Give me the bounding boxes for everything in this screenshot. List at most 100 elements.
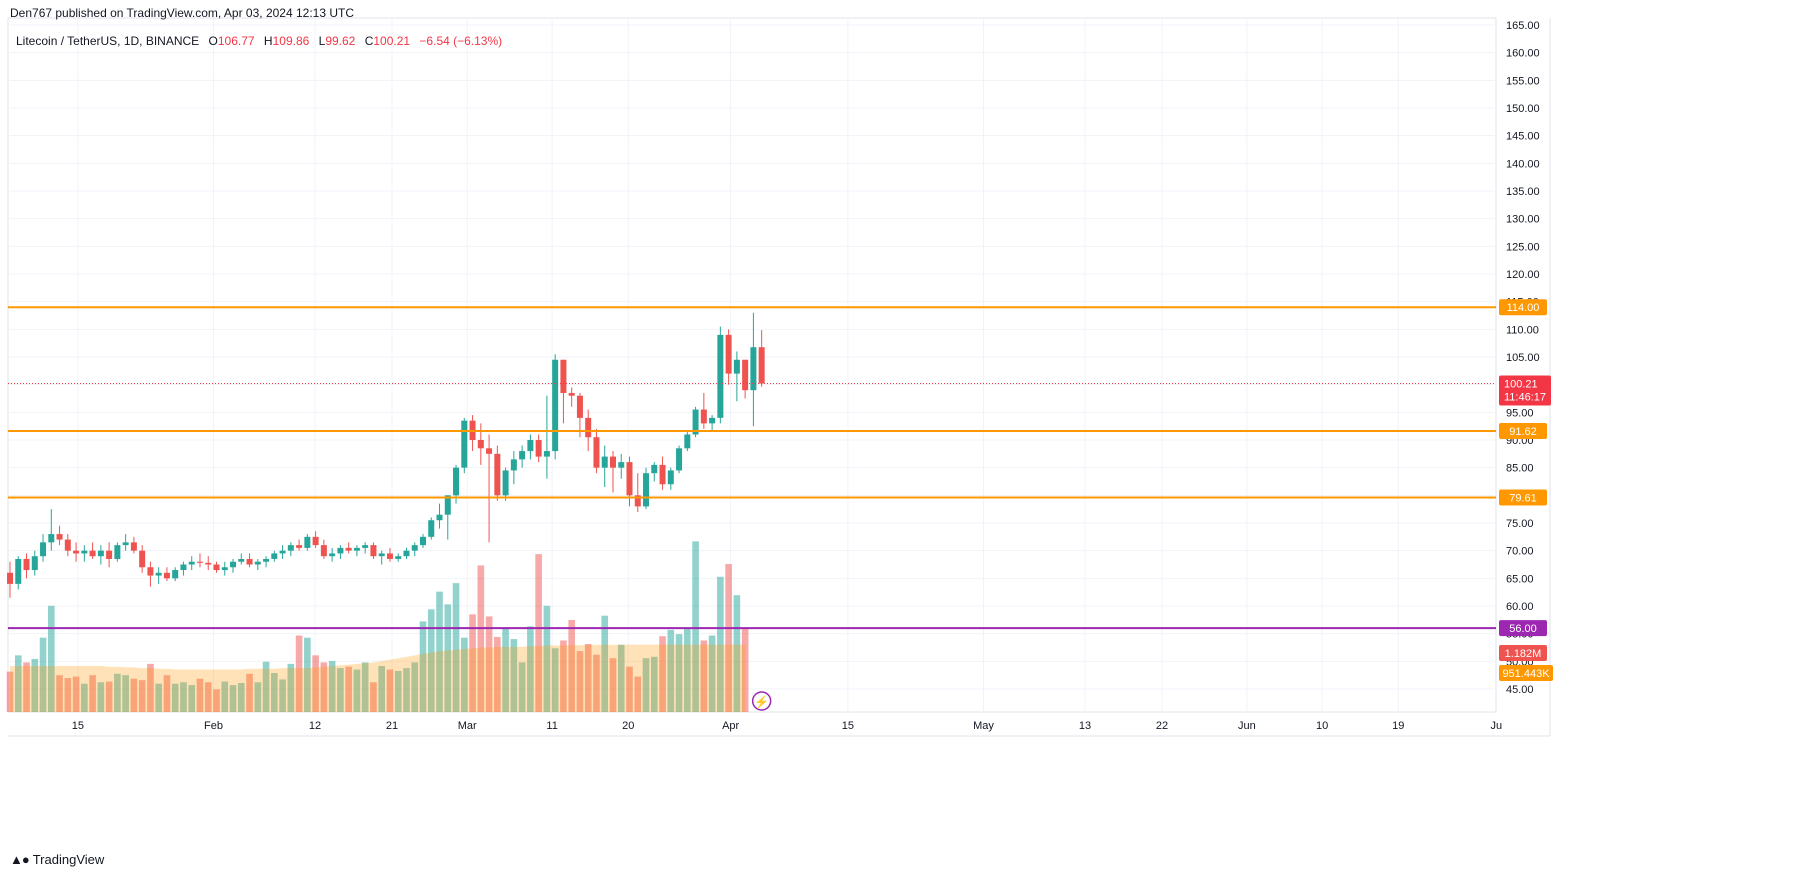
volume-bar [254,682,262,712]
volume-bar [477,565,485,712]
tradingview-logo[interactable]: ▲● TradingView [10,852,104,867]
candle-body [362,545,369,548]
volume-bar [378,665,385,712]
candle-body [296,545,303,548]
open-label: O [208,34,218,48]
volume-bar [229,685,237,712]
volume-bar [221,681,229,712]
candle-body [420,536,426,546]
volume-bar [584,644,592,712]
price-tick-label: 135.00 [1506,186,1540,198]
time-tick-label: 10 [1316,720,1328,732]
candle-body [263,558,270,562]
high-label: H [263,34,273,48]
candle-body [527,440,534,452]
volume-bar [650,656,658,712]
price-tick-label: 95.00 [1506,407,1534,419]
candle-body [477,440,484,449]
volume-bar [130,678,138,712]
candle-body [279,550,286,554]
volume-bar [659,636,666,712]
volume-bar [105,681,113,712]
candle-body [64,539,71,551]
candle-body [626,462,633,496]
candle-body [453,467,460,496]
candle-body [436,514,443,521]
candle-body [552,359,559,452]
volume-bar [287,663,295,712]
candle-body [709,417,716,424]
time-tick-label: Jun [1238,720,1256,732]
volume-bar [171,683,179,712]
candle-body [7,572,13,584]
time-tick-label: Ju [1490,720,1502,732]
volume-bar [246,673,253,712]
axes: 45.0050.0055.0060.0065.0070.0075.0080.00… [72,20,1540,732]
volume-bar [320,662,328,712]
volume-ma-badge-bg [1499,665,1553,681]
close-value: 100.21 [373,34,411,48]
volume-bar [237,682,245,712]
volume-bar [419,621,427,712]
symbol-label[interactable]: Litecoin / TetherUS, 1D, BINANCE [16,34,200,48]
candle-body [676,448,683,471]
volume-bar [502,627,509,712]
badge-114-bg [1499,299,1547,316]
volume-bar [692,541,699,712]
price-tick-label: 165.00 [1506,20,1540,32]
candle-body [519,451,526,460]
candle-body [403,550,410,557]
candle-body [461,420,468,468]
volume-ma-area [10,644,746,712]
candle-body [502,470,509,496]
candle-body [188,561,195,565]
volume-bar [304,637,311,712]
volume-badge-bg [1499,645,1547,661]
volume-bar [147,663,154,712]
candle-body [155,572,162,576]
candle-body [23,558,30,571]
candle-body [510,459,517,471]
candle-body [196,561,203,563]
candle-body [172,570,179,579]
horizontal-levels[interactable] [8,306,1496,630]
candle-body [287,545,294,551]
price-tick-label: 105.00 [1506,352,1540,364]
candle-body [758,347,765,384]
volume-bar [97,682,105,712]
volume-bar [642,658,650,712]
candle-body [568,392,575,396]
open-value: 106.77 [217,34,255,48]
candle-body [221,567,228,571]
volume-bar [551,648,559,712]
volume-bar [370,682,377,712]
volume-bar [684,627,691,712]
volume-bar [180,682,187,712]
badge-91-62-bg [1499,423,1547,440]
candle-body [213,564,220,571]
time-tick-label: May [973,720,994,732]
candle-body [543,451,550,457]
candle-body [271,553,278,559]
volume-bar [568,619,575,712]
time-tick-label: 13 [1079,720,1091,732]
candle-body [97,550,104,557]
candle-body [130,542,137,551]
candle-body [717,334,724,418]
price-tick-label: 155.00 [1506,75,1540,87]
volume-bar [262,661,270,712]
tradingview-brand: TradingView [32,852,105,867]
price-tick-label: 125.00 [1506,241,1540,253]
time-tick-label: 19 [1392,720,1404,732]
candle-body [139,550,146,568]
volume-bar [114,673,121,712]
volume-bar [353,669,361,712]
volume-histogram [6,541,749,712]
volume-bar [386,669,394,712]
candle-body [560,359,567,393]
price-tick-label: 110.00 [1506,324,1539,336]
volume-bar [609,658,617,712]
candle-body [180,564,187,571]
